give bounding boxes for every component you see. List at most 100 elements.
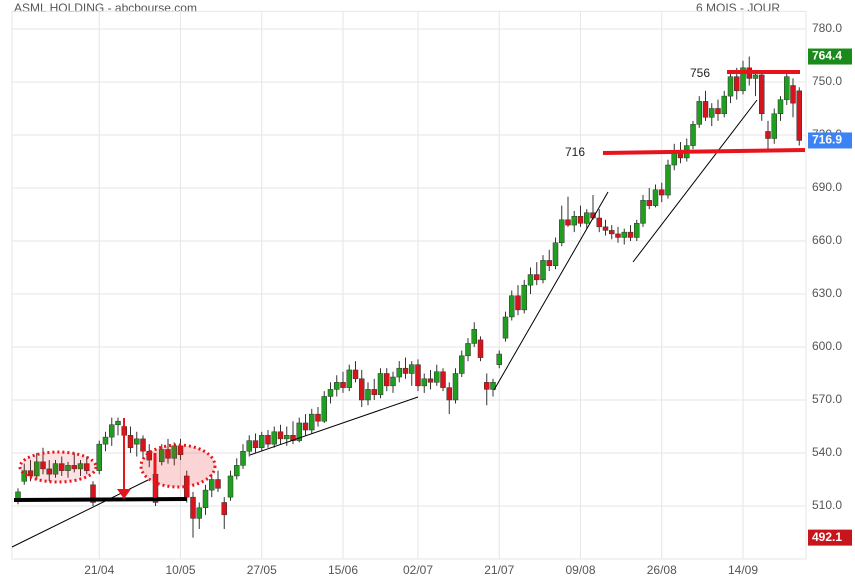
candle-body (265, 435, 271, 445)
price-marker-label: 716.9 (812, 133, 842, 147)
x-tick-label: 26/08 (647, 563, 677, 577)
candle-body (371, 389, 377, 395)
candle-body (771, 113, 777, 139)
candle-body (621, 231, 627, 238)
x-tick-label: 27/05 (247, 563, 277, 577)
candle-body (434, 371, 440, 383)
grid (11, 10, 807, 560)
candle-body (490, 382, 496, 390)
candle-body (365, 389, 371, 401)
candle-body (402, 367, 409, 374)
trend-line (249, 396, 419, 456)
candle-body (709, 108, 715, 118)
candle-body (234, 465, 240, 477)
candle-body (734, 76, 740, 92)
y-tick-label: 690.0 (812, 180, 842, 194)
candle-body (427, 378, 434, 383)
y-tick-label: 660.0 (812, 233, 842, 247)
plot-frame (11, 10, 807, 560)
highlight (18, 450, 98, 484)
candle-body (502, 316, 509, 339)
candle-body (102, 436, 109, 445)
candle-body (659, 189, 665, 196)
candle-body (484, 382, 490, 390)
price-marker (808, 529, 852, 546)
candle-body (284, 435, 290, 440)
candle-body (471, 329, 477, 344)
x-tick-label: 15/06 (328, 563, 358, 577)
candle-body (796, 90, 802, 141)
candle-body (309, 413, 315, 431)
candle-body (159, 449, 165, 463)
candle-body (46, 468, 52, 475)
y-tick-label: 540.0 (812, 445, 842, 459)
candle-body (515, 295, 521, 311)
candle-body (759, 74, 765, 115)
y-tick-label: 750.0 (812, 74, 842, 88)
candle-body (84, 463, 90, 471)
candle-body (546, 260, 552, 266)
candle-body (52, 463, 59, 475)
candle-body (377, 373, 384, 395)
candle-body (727, 76, 734, 97)
chart-subtitle: 6 MOIS - JOUR (696, 1, 780, 15)
axis: 510.0540.0570.0600.0630.0660.0690.0720.0… (84, 21, 852, 577)
candle-body (396, 367, 402, 378)
candle-body (721, 95, 727, 115)
candle-body (634, 223, 640, 238)
y-tick-label: 510.0 (812, 498, 842, 512)
candle-body (571, 215, 577, 226)
candle-body (784, 76, 790, 100)
candle-body (665, 164, 671, 196)
candle-body (240, 450, 246, 466)
x-tick-label: 21/07 (484, 563, 514, 577)
candle-body (334, 382, 340, 390)
candle-body (440, 371, 446, 388)
candle-body (315, 413, 321, 422)
annotation: 716 (565, 145, 585, 159)
candle-body (77, 463, 84, 470)
candle-body (59, 463, 65, 471)
candle-body (696, 101, 702, 125)
chart-title: ASML HOLDING - abcbourse.com (14, 1, 197, 15)
candle-body (690, 124, 696, 146)
candle-body (465, 343, 471, 357)
price-marker-label: 764.4 (812, 49, 842, 63)
candle-body (302, 422, 309, 431)
candle-body (277, 431, 284, 440)
candle-body (577, 215, 584, 224)
x-tick-label: 14/09 (728, 563, 758, 577)
candle-body (171, 445, 177, 459)
candle-body (640, 200, 646, 224)
candle-body (65, 465, 71, 471)
candle-body (359, 378, 365, 401)
price-marker (808, 48, 852, 65)
candle-body (534, 274, 540, 281)
trend-line (632, 99, 758, 263)
candle-body (446, 387, 452, 401)
candle-body (134, 438, 140, 445)
price-marker-label: 492.1 (812, 530, 842, 544)
candle-body (227, 475, 234, 498)
y-tick-label: 600.0 (812, 339, 842, 353)
candle-body (346, 369, 352, 388)
candle-body (452, 373, 459, 401)
y-tick-label: 630.0 (812, 286, 842, 300)
candle-body (715, 108, 721, 115)
candle-body (259, 435, 265, 448)
candle-body (252, 440, 259, 448)
candle-body (540, 260, 546, 281)
candle-body (34, 461, 40, 477)
candle-body (384, 373, 390, 387)
candle-body (246, 440, 252, 452)
candle-body (221, 502, 227, 516)
candle-body (459, 355, 465, 374)
candle-body (409, 364, 415, 374)
candle-body (196, 507, 202, 519)
candle-body (140, 438, 146, 452)
candle-body (71, 465, 77, 470)
candle-body (765, 131, 771, 139)
candle-body (115, 420, 121, 425)
candle-body (165, 449, 171, 459)
